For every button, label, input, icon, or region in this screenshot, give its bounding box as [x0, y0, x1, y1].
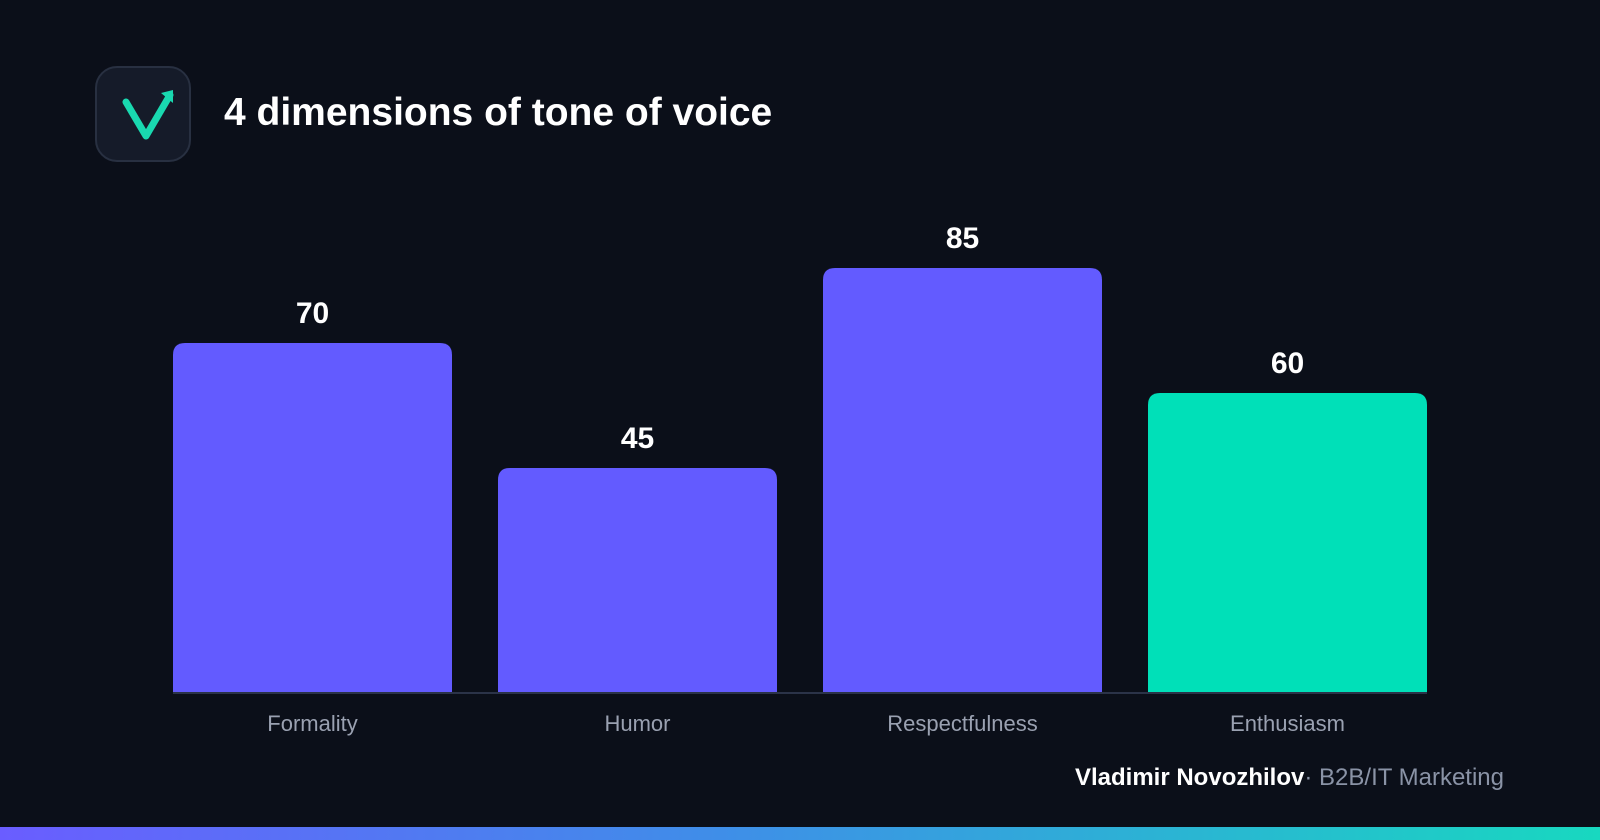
data-label: 60	[1271, 347, 1304, 380]
author-name: Vladimir Novozhilov	[1074, 764, 1305, 791]
category-label: Enthusiasm	[1230, 711, 1345, 736]
bar-humor	[498, 468, 777, 693]
author-credit: Vladimir Novozhilov· B2B/IT Marketing	[1075, 762, 1504, 794]
category-label: Humor	[604, 711, 670, 736]
checkmark-arrow-icon	[122, 90, 174, 140]
category-label: Formality	[267, 711, 357, 736]
category-label: Respectfulness	[887, 711, 1037, 736]
bar-respectfulness	[823, 268, 1102, 693]
bar-enthusiasm	[1148, 393, 1427, 693]
credit-separator: ·	[1304, 764, 1313, 791]
data-label: 45	[621, 422, 654, 455]
page-title: 4 dimensions of tone of voice	[224, 91, 773, 134]
bar-formality	[173, 343, 452, 693]
author-role: B2B/IT Marketing	[1319, 764, 1504, 791]
bottom-gradient-bar	[0, 827, 1600, 840]
data-label: 85	[946, 222, 979, 255]
brand-logo	[95, 66, 191, 162]
data-label: 70	[296, 297, 329, 330]
